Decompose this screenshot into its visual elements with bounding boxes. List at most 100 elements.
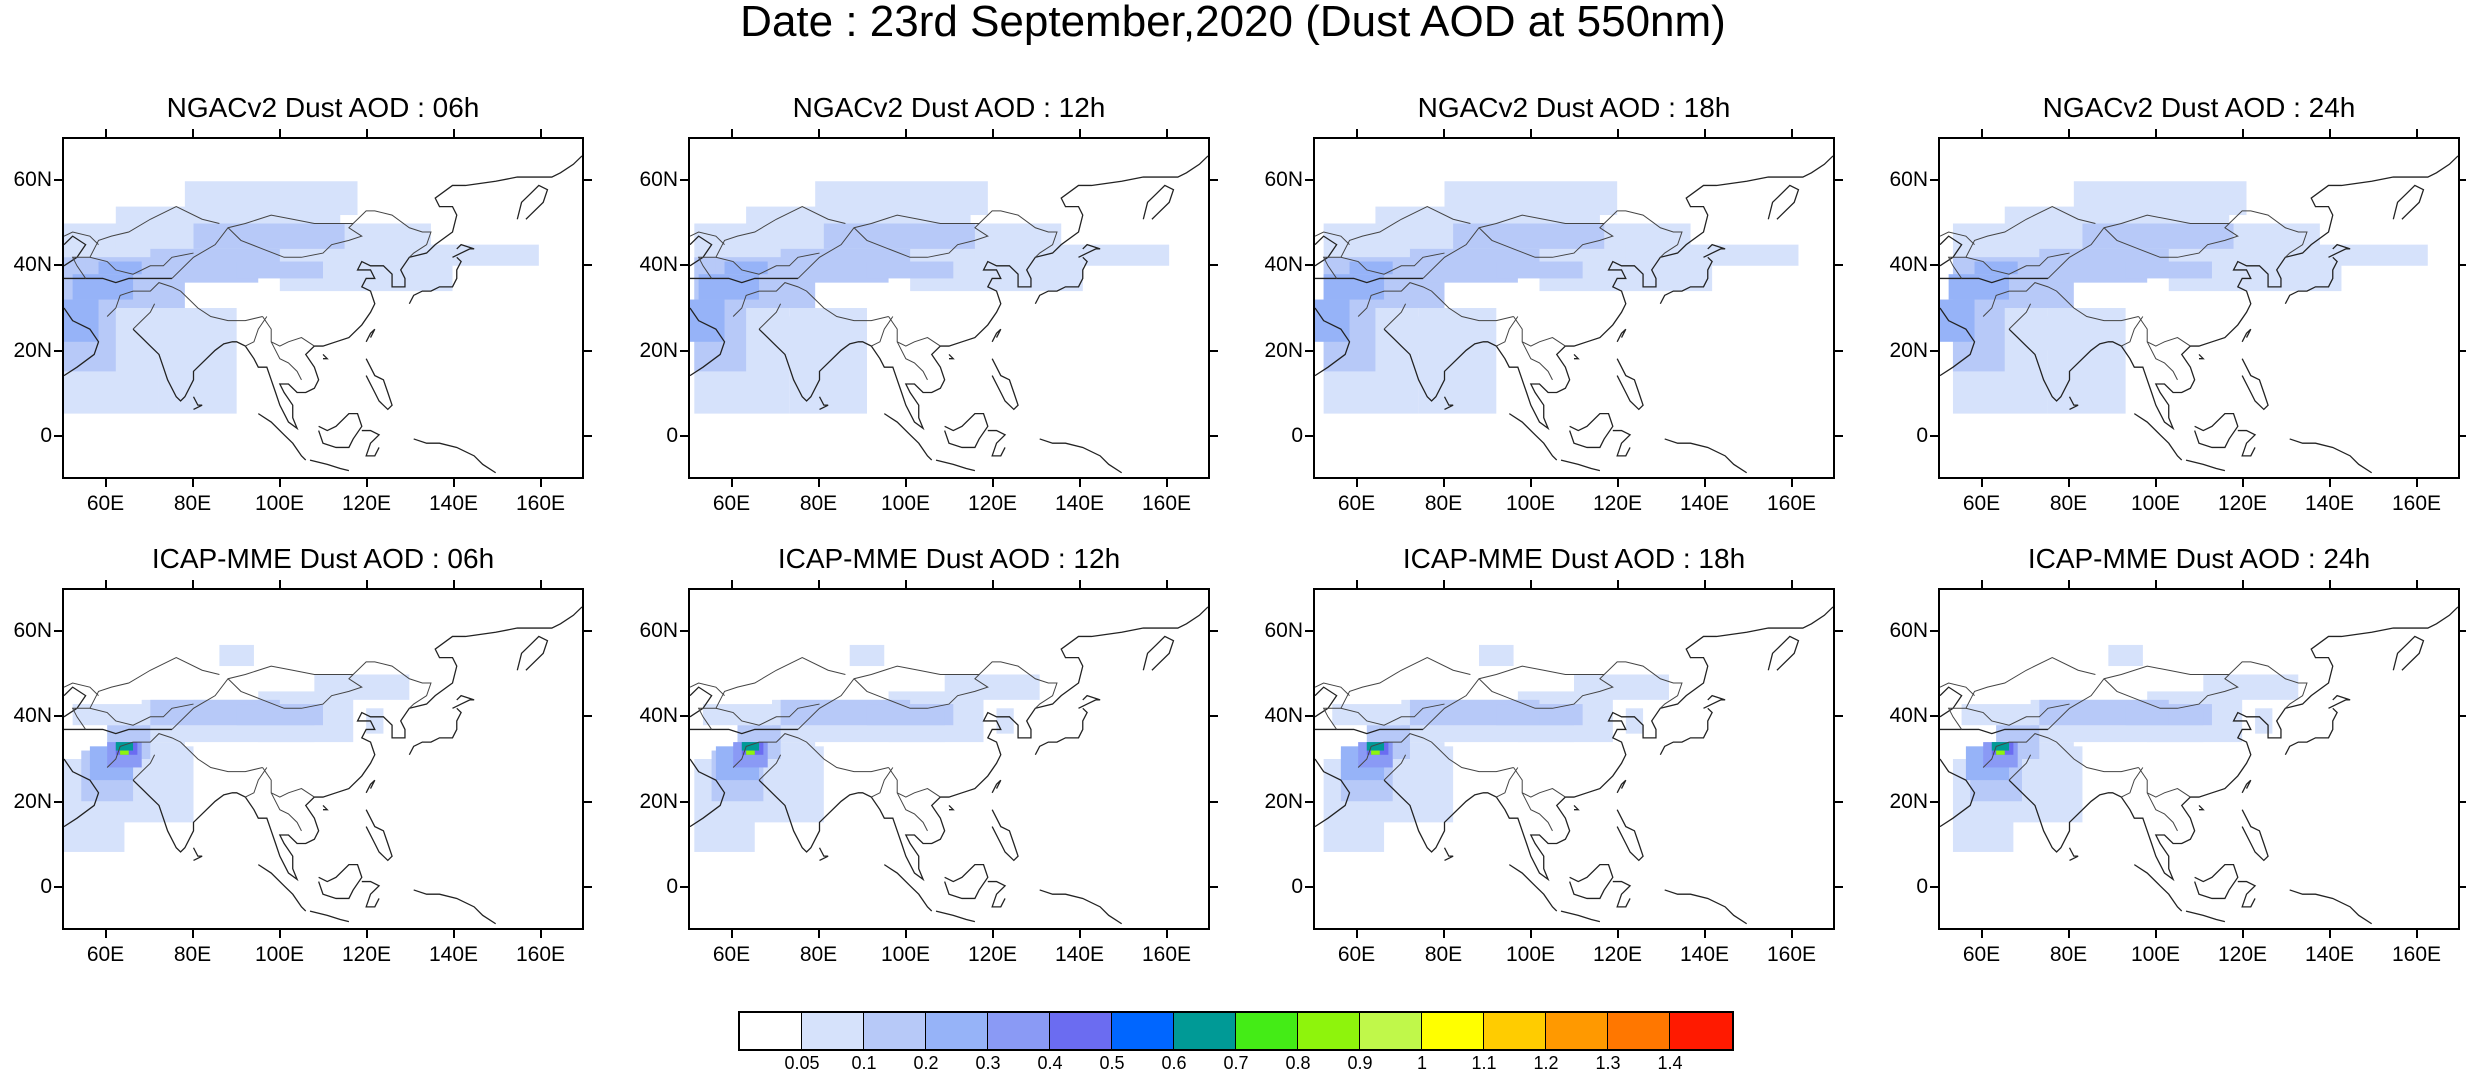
lon-tick-label: 80E (799, 943, 838, 966)
colorbar-label: 1.1 (1471, 1053, 1497, 1073)
country-border (1965, 657, 2096, 709)
country-border (106, 733, 263, 773)
coastline (818, 847, 829, 861)
coastline (1664, 438, 1748, 474)
coastline (365, 779, 376, 794)
aod-cell (2039, 248, 2169, 266)
aod-cell (823, 223, 975, 249)
country-border (715, 657, 846, 709)
lat-tick-label: 0 (1916, 875, 1928, 899)
coastline (413, 438, 497, 474)
country-border (1322, 703, 1445, 730)
lat-tick (680, 800, 688, 803)
map-panel (62, 588, 584, 930)
lat-tick (680, 886, 688, 889)
lon-tick (1616, 930, 1619, 938)
country-border (1521, 792, 1553, 832)
lon-tick (1790, 479, 1793, 487)
aod-cell (1453, 223, 1605, 249)
coastline (2241, 809, 2269, 862)
coastline (1078, 694, 1101, 709)
colorbar-swatch (1050, 1013, 1112, 1049)
coastline (883, 864, 933, 912)
lat-tick (1835, 629, 1843, 632)
aod-cell (2255, 244, 2428, 266)
colorbar-label: 0.9 (1347, 1053, 1373, 1073)
aod-cell (366, 708, 384, 734)
country-border (1357, 282, 1514, 322)
coastline (516, 635, 549, 671)
coastline (991, 779, 1002, 794)
lon-tick (1980, 479, 1983, 487)
coastline (1616, 328, 1627, 343)
colorbar-label: 1.2 (1533, 1053, 1559, 1073)
lon-tick (1355, 129, 1358, 137)
lat-tick-label: 60N (1264, 167, 1303, 191)
lat-tick-label: 20N (1264, 338, 1303, 362)
lat-tick (54, 349, 62, 352)
lon-tick (991, 479, 994, 487)
lon-tick-label: 120E (2217, 943, 2268, 966)
coastline (2289, 438, 2373, 474)
lat-tick (1305, 715, 1313, 718)
coastline (408, 256, 462, 305)
figure-title: Date : 23rd September,2020 (Dust AOD at … (740, 0, 1726, 46)
country-border (245, 316, 268, 347)
coastline (1612, 880, 1632, 908)
country-border (1383, 303, 1407, 330)
lon-tick-label: 140E (428, 943, 479, 966)
lat-tick-label: 20N (1264, 789, 1303, 813)
coastline (690, 307, 726, 377)
coastline (883, 413, 933, 461)
lon-tick (104, 930, 107, 938)
panel-title: ICAP-MME Dust AOD : 24h (2027, 543, 2371, 574)
lon-tick-label: 120E (2217, 492, 2268, 515)
coastline (365, 358, 393, 411)
colorbar-swatch (1608, 1013, 1670, 1049)
coastline (1315, 686, 1338, 718)
aod-cell (2125, 261, 2212, 279)
coastline (1664, 889, 1748, 925)
lat-tick-label: 20N (13, 338, 52, 362)
country-border (715, 206, 846, 258)
lon-tick (539, 580, 542, 588)
colorbar-swatch (802, 1013, 864, 1049)
lon-tick-label: 100E (254, 492, 305, 515)
lon-tick (2415, 580, 2418, 588)
country-border (758, 754, 782, 781)
country-border (71, 703, 194, 730)
lat-tick (680, 629, 688, 632)
country-border (106, 282, 263, 322)
country-border (2138, 767, 2191, 798)
country-border (270, 792, 302, 832)
lat-tick-label: 0 (666, 424, 678, 448)
lon-tick (191, 479, 194, 487)
colorbar-label: 0.1 (851, 1053, 877, 1073)
country-border (690, 231, 725, 246)
coastline (318, 413, 363, 449)
aod-cell (1496, 261, 1583, 279)
panel-title: NGACv2 Dust AOD : 12h (792, 92, 1106, 123)
dust-aod-map (1315, 155, 1833, 474)
lon-tick (2415, 129, 2418, 137)
lat-tick (584, 800, 592, 803)
coastline (1940, 307, 1976, 377)
coastline (948, 353, 955, 360)
lat-tick-label: 60N (639, 618, 678, 642)
lon-tick (452, 479, 455, 487)
coastline (2068, 847, 2079, 861)
lon-tick (1165, 479, 1168, 487)
lon-tick (2154, 580, 2157, 588)
lon-tick (730, 479, 733, 487)
lon-tick (904, 580, 907, 588)
coastline (309, 910, 350, 923)
lat-tick (1210, 715, 1218, 718)
lon-tick (2415, 930, 2418, 938)
country-border (1478, 223, 1614, 258)
lat-tick (1930, 715, 1938, 718)
country-border (1947, 703, 2070, 730)
country-border (71, 252, 194, 279)
map-panel (1938, 137, 2460, 479)
aod-cell (115, 742, 134, 751)
lat-tick (1210, 349, 1218, 352)
